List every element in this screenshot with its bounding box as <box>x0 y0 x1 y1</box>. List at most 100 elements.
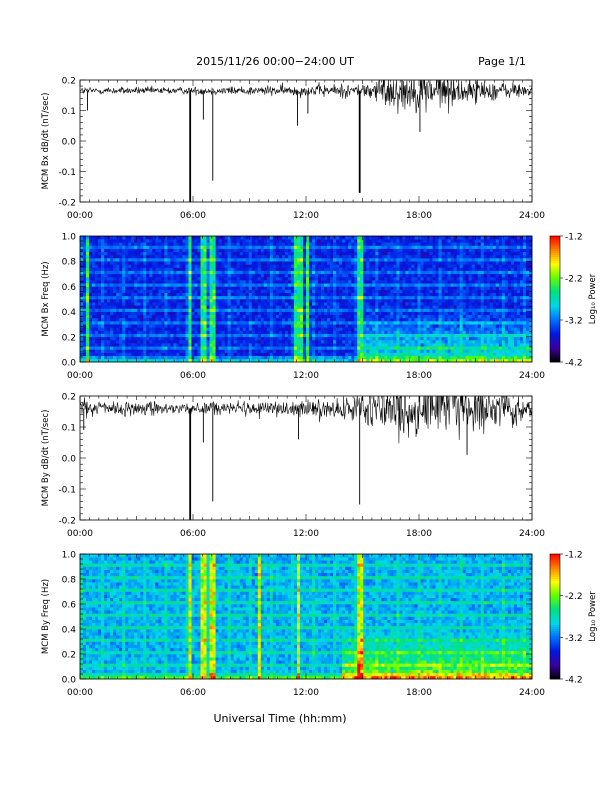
heatmap-cell <box>167 292 171 297</box>
heatmap-cell <box>299 311 304 316</box>
heatmap-cell <box>384 355 388 360</box>
heatmap-cell <box>363 311 367 316</box>
heatmap-cell <box>375 295 379 300</box>
heatmap-cell <box>287 292 292 297</box>
heatmap-cell <box>299 261 304 265</box>
heatmap-cell <box>302 239 307 243</box>
heatmap-cell <box>149 299 153 303</box>
heatmap-cell <box>83 336 87 341</box>
heatmap-cell <box>411 336 415 341</box>
heatmap-cell <box>191 295 195 300</box>
heatmap-cell <box>152 358 156 363</box>
heatmap-cell <box>185 254 189 259</box>
heatmap-cell <box>278 239 283 243</box>
heatmap-cell <box>116 333 120 338</box>
heatmap-cell <box>432 276 436 281</box>
heatmap-cell <box>146 236 150 240</box>
heatmap-cell <box>170 251 174 256</box>
heatmap-cell <box>272 283 277 287</box>
heatmap-cell <box>339 311 343 316</box>
heatmap-cell <box>122 305 126 309</box>
heatmap-cell <box>80 333 84 338</box>
heatmap-cell <box>152 295 156 300</box>
heatmap-cell <box>330 242 334 246</box>
heatmap-cell <box>116 280 120 284</box>
heatmap-cell <box>164 270 168 275</box>
heatmap-cell <box>369 236 373 240</box>
heatmap-cell <box>155 308 159 312</box>
heatmap-cell <box>357 302 361 306</box>
heatmap-cell <box>83 245 87 249</box>
heatmap-cell <box>351 339 355 344</box>
heatmap-cell <box>200 330 204 334</box>
heatmap-cell <box>194 324 198 328</box>
heatmap-cell <box>218 314 222 319</box>
heatmap-cell <box>423 273 427 278</box>
heatmap-cell <box>378 333 382 338</box>
heatmap-cell <box>146 239 150 243</box>
heatmap-cell <box>233 295 237 300</box>
heatmap-cell <box>257 321 262 325</box>
heatmap-cell <box>369 261 373 265</box>
heatmap-cell <box>336 283 340 287</box>
heatmap-cell <box>230 289 234 293</box>
heatmap-cell <box>227 267 231 271</box>
heatmap-cell <box>83 346 87 350</box>
heatmap-cell <box>315 339 319 344</box>
heatmap-cell <box>414 254 418 259</box>
heatmap-cell <box>218 305 222 309</box>
heatmap-cell <box>80 352 84 356</box>
heatmap-cell <box>164 254 168 259</box>
heatmap-cell <box>339 314 343 319</box>
heatmap-cell <box>396 317 400 322</box>
heatmap-cell <box>107 245 111 249</box>
heatmap-cell <box>381 349 385 353</box>
heatmap-cell <box>381 308 385 312</box>
heatmap-cell <box>330 273 334 278</box>
heatmap-cell <box>309 270 313 275</box>
heatmap-cell <box>342 343 346 347</box>
heatmap-cell <box>158 239 162 243</box>
heatmap-cell <box>435 317 439 322</box>
heatmap-cell <box>390 283 394 287</box>
heatmap-cell <box>167 321 171 325</box>
heatmap-cell <box>278 324 283 328</box>
heatmap-cell <box>345 270 349 275</box>
heatmap-cell <box>164 264 168 268</box>
heatmap-cell <box>369 314 373 319</box>
heatmap-cell <box>387 289 391 293</box>
heatmap-cell <box>290 314 295 319</box>
heatmap-cell <box>233 242 237 246</box>
heatmap-cell <box>354 264 358 268</box>
heatmap-cell <box>309 327 313 331</box>
heatmap-cell <box>360 258 364 262</box>
heatmap-cell <box>269 333 274 338</box>
heatmap-cell <box>251 314 256 319</box>
heatmap-cell <box>360 292 364 297</box>
heatmap-cell <box>167 327 171 331</box>
heatmap-cell <box>342 355 346 360</box>
heatmap-cell <box>351 311 355 316</box>
heatmap-cell <box>137 239 141 243</box>
heatmap-cell <box>420 352 424 356</box>
heatmap-cell <box>263 349 268 353</box>
heatmap-cell <box>137 317 141 322</box>
heatmap-cell <box>272 339 277 344</box>
heatmap-cell <box>287 254 292 259</box>
heatmap-cell <box>414 346 418 350</box>
heatmap-cell <box>402 317 406 322</box>
heatmap-cell <box>152 343 156 347</box>
heatmap-cell <box>245 295 250 300</box>
heatmap-cell <box>200 270 204 275</box>
heatmap-cell <box>191 349 195 353</box>
heatmap-cell <box>432 311 436 316</box>
heatmap-cell <box>125 242 129 246</box>
heatmap-cell <box>239 343 244 347</box>
heatmap-cell <box>113 289 117 293</box>
heatmap-cell <box>80 280 84 284</box>
heatmap-cell <box>161 343 165 347</box>
heatmap-cell <box>236 339 240 344</box>
heatmap-cell <box>342 264 346 268</box>
heatmap-cell <box>333 346 337 350</box>
heatmap-cell <box>125 299 129 303</box>
